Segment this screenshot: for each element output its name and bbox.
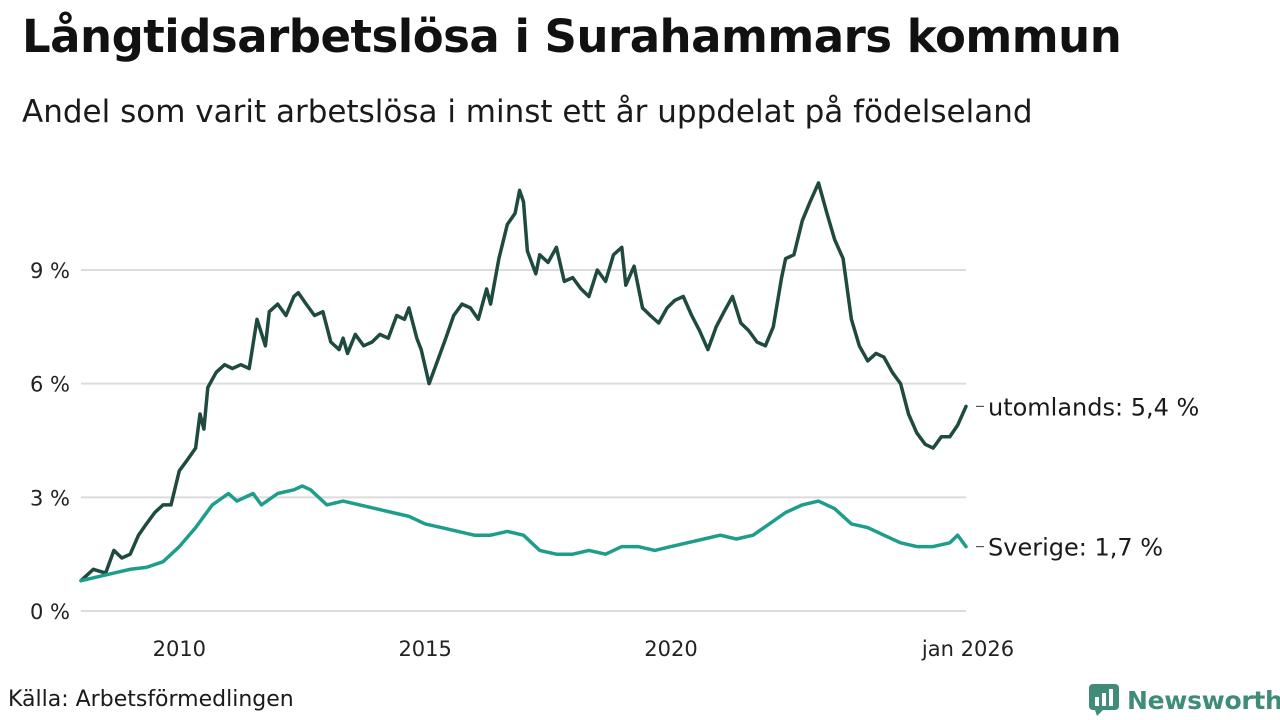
series-end-label: Sverige: 1,7 % (988, 534, 1163, 562)
y-tick-label: 3 % (30, 486, 70, 510)
series-line-utomlands (79, 181, 968, 583)
newsworthy-logo-icon (1089, 684, 1119, 716)
y-tick-label: 0 % (30, 600, 70, 624)
y-tick-label: 9 % (30, 259, 70, 283)
chart-title: Långtidsarbetslösa i Surahammars kommun (22, 10, 1122, 63)
y-tick-label: 6 % (30, 373, 70, 397)
x-tick-label: jan 2026 (921, 637, 1014, 661)
x-tick-label: 2015 (398, 637, 451, 661)
x-tick-label: 2020 (644, 637, 697, 661)
brand-logo[interactable]: Newsworthy (1089, 684, 1280, 716)
series-end-label: utomlands: 5,4 % (988, 393, 1199, 421)
x-tick-label: 2010 (153, 637, 206, 661)
chart-subtitle: Andel som varit arbetslösa i minst ett å… (22, 94, 1033, 130)
source-credit: Källa: Arbetsförmedlingen (8, 687, 294, 712)
brand-name: Newsworthy (1127, 685, 1280, 715)
series-line-sverige (79, 484, 968, 583)
